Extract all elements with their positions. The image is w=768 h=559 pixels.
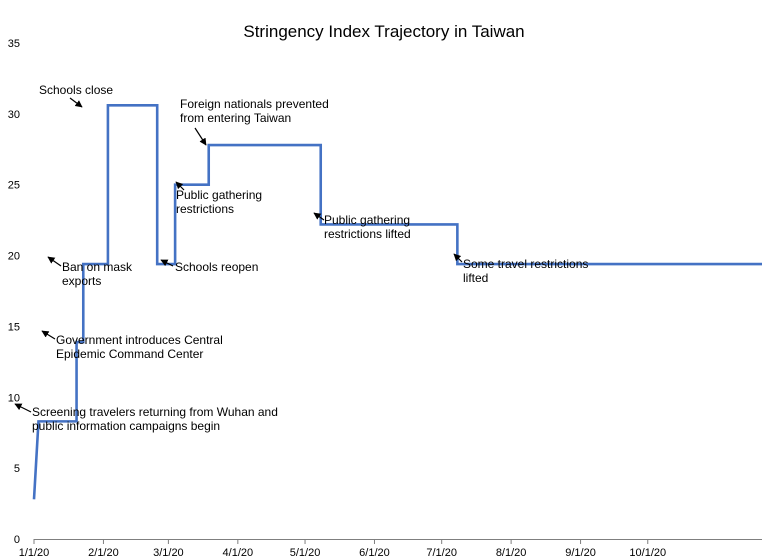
x-tick-label: 5/1/20 [290,547,321,559]
annotation-arrow [42,331,55,339]
annotation-text: Government introduces CentralEpidemic Co… [56,333,223,361]
annotation-text: Schools close [39,83,113,97]
x-tick-label: 6/1/20 [359,547,390,559]
annotation-arrow [195,128,206,145]
annotation-text: Screening travelers returning from Wuhan… [32,405,278,433]
annotation-text: Some travel restrictionslifted [463,257,588,285]
annotation-arrow [314,213,324,220]
annotation-text: Foreign nationals preventedfrom entering… [180,97,329,125]
x-tick-label: 2/1/20 [88,547,119,559]
y-tick-label: 10 [8,392,20,404]
annotation-text: Public gatheringrestrictions [176,188,262,216]
annotation-text: Ban on maskexports [62,260,133,288]
annotation-text: Public gatheringrestrictions lifted [324,213,411,241]
y-tick-label: 30 [8,109,20,121]
series-line [34,105,762,499]
y-tick-label: 35 [8,38,20,50]
x-tick-label: 8/1/20 [496,547,527,559]
annotation-text: Schools reopen [175,260,258,274]
x-tick-label: 3/1/20 [153,547,184,559]
annotation-arrow [70,98,82,107]
x-tick-label: 9/1/20 [565,547,596,559]
chart-svg: 1/1/20 2/1/20 3/1/20 4/1/20 5/1/20 6/1/20 7/1/… [0,0,768,559]
x-tick-label: 4/1/20 [223,547,254,559]
x-tick-label: 7/1/20 [426,547,457,559]
y-tick-label: 15 [8,321,20,333]
y-tick-label: 20 [8,251,20,263]
y-tick-label: 0 [14,534,20,546]
x-tick-label: 10/1/20 [629,547,666,559]
y-tick-label: 25 [8,180,20,192]
annotation-arrow [15,404,31,412]
y-tick-label: 5 [14,463,20,475]
chart-container: Stringency Index Trajectory in Taiwan 1/… [0,0,768,559]
x-tick-label: 1/1/20 [19,547,50,559]
annotation-arrow [48,257,61,266]
